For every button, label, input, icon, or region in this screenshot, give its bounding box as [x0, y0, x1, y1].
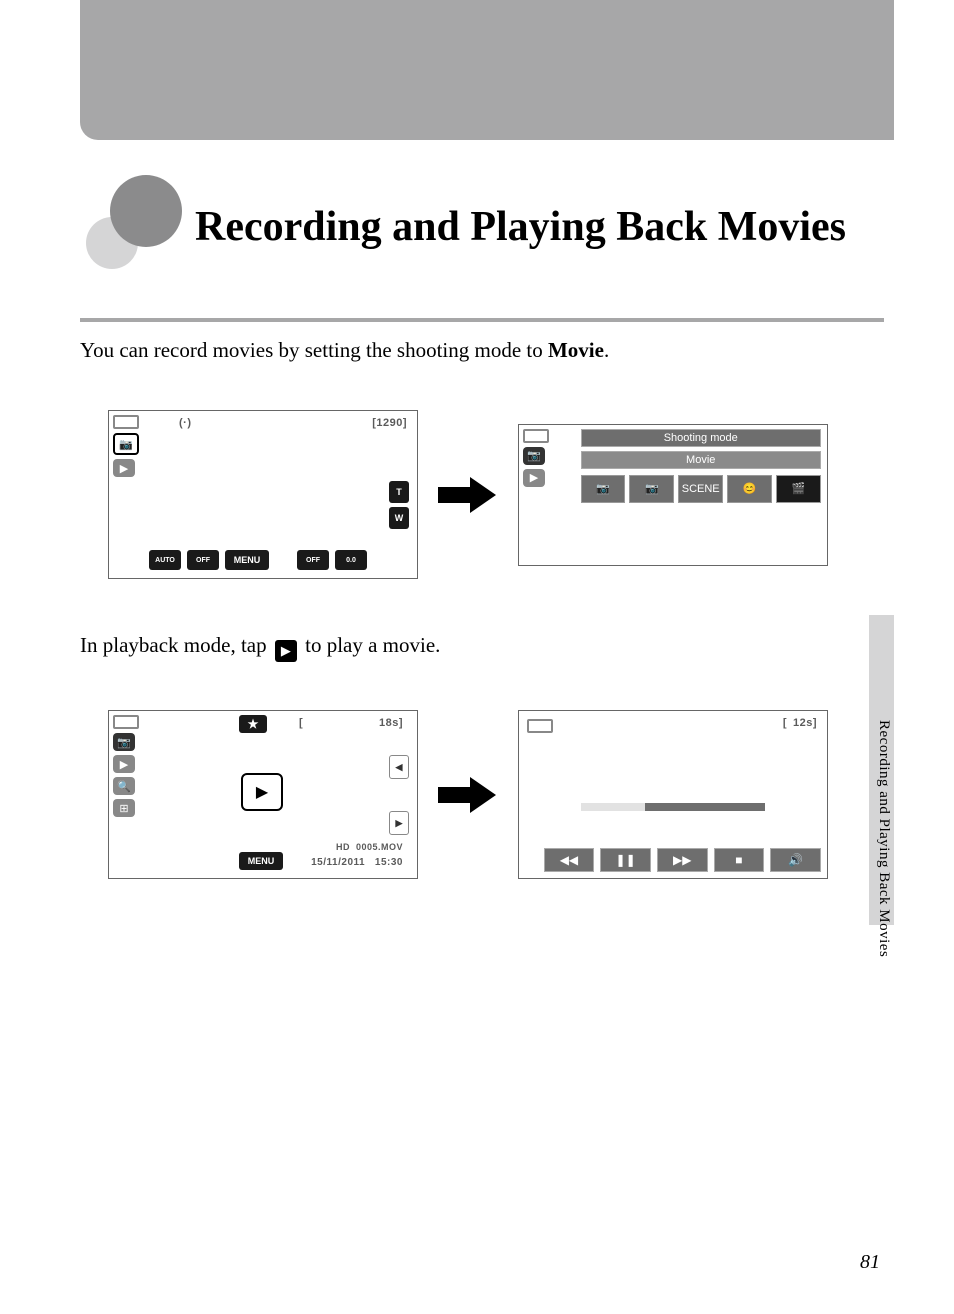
bracket-left: [ — [783, 717, 787, 729]
mode-option-row: 📷 📷 SCENE 😊 🎬 — [581, 475, 821, 503]
next-button[interactable]: ▶ — [389, 811, 409, 835]
prev-button[interactable]: ◀ — [389, 755, 409, 779]
playback-prefix: In playback mode, tap — [80, 633, 272, 657]
hd-label: HD 0005.MOV — [336, 842, 403, 852]
figure-row-2: 📷 ▶ 🔍 ⊞ ★ [ 18s] ▶ ◀ ▶ MENU HD 0005.MOV … — [108, 710, 828, 879]
chapter-title: Recording and Playing Back Movies — [195, 203, 846, 251]
page-number: 81 — [860, 1251, 880, 1274]
camera-icon[interactable]: 📷 — [113, 733, 135, 751]
mode-option-movie[interactable]: 🎬 — [776, 475, 821, 503]
stop-button[interactable]: ■ — [714, 848, 765, 872]
camera-screen-mode-select: 📷 ▶ Shooting mode Movie 📷 📷 SCENE 😊 🎬 — [518, 424, 828, 566]
battery-icon — [527, 719, 553, 733]
mode-icon[interactable]: 📷 — [523, 447, 545, 465]
intro-bold: Movie — [548, 338, 604, 362]
camera-screen-shooting: 📷 ▶ (·) [1290] T W AUTO OFF MENU OFF 0.0 — [108, 410, 418, 579]
playback-icon[interactable]: ▶ — [523, 469, 545, 487]
shooting-mode-header: Shooting mode — [581, 429, 821, 447]
playback-icon[interactable]: ▶ — [113, 459, 135, 477]
volume-button[interactable]: 🔊 — [770, 848, 821, 872]
progress-fill — [581, 803, 646, 811]
menu-button[interactable]: MENU — [225, 550, 269, 570]
counter: [1290] — [372, 417, 407, 429]
zoom-w-button[interactable]: W — [389, 507, 409, 529]
circle-icon-large — [110, 175, 182, 247]
side-label: Recording and Playing Back Movies — [872, 720, 892, 957]
battery-icon — [113, 715, 139, 729]
mode-option-smile[interactable]: 😊 — [727, 475, 772, 503]
camera-screen-playback-thumb: 📷 ▶ 🔍 ⊞ ★ [ 18s] ▶ ◀ ▶ MENU HD 0005.MOV … — [108, 710, 418, 879]
shooting-mode-label: Movie — [581, 451, 821, 469]
time-remaining: 12s] — [793, 717, 817, 729]
arrow-right-icon — [438, 475, 498, 515]
arrow-right-icon — [438, 775, 498, 815]
mode-icon[interactable]: 📷 — [113, 433, 139, 455]
mode-option-camera[interactable]: 📷 — [629, 475, 674, 503]
header-banner — [80, 0, 894, 140]
play-movie-button[interactable]: ▶ — [241, 773, 283, 811]
camera-screen-playback-playing: [ 12s] ◀◀ ❚❚ ▶▶ ■ 🔊 — [518, 710, 828, 879]
battery-icon — [523, 429, 549, 443]
time-remaining: 18s] — [379, 717, 403, 729]
playback-suffix: to play a movie. — [300, 633, 441, 657]
intro-prefix: You can record movies by setting the sho… — [80, 338, 548, 362]
ev-button[interactable]: 0.0 — [335, 550, 367, 570]
playback-controls: ◀◀ ❚❚ ▶▶ ■ 🔊 — [544, 848, 821, 872]
title-divider — [80, 318, 884, 322]
mode-option-auto[interactable]: 📷 — [581, 475, 626, 503]
macro-off-button[interactable]: OFF — [297, 550, 329, 570]
battery-icon — [113, 415, 139, 429]
playback-icon[interactable]: ▶ — [113, 755, 135, 773]
favorite-star[interactable]: ★ — [239, 715, 267, 733]
page: Recording and Playing Back Movies You ca… — [0, 0, 954, 1314]
progress-bar[interactable] — [581, 803, 766, 811]
thumb-icon[interactable]: ⊞ — [113, 799, 135, 817]
left-icon-column-2: 📷 ▶ — [523, 429, 549, 487]
left-icon-column-3: 📷 ▶ 🔍 ⊞ — [113, 715, 139, 817]
zoom-icon[interactable]: 🔍 — [113, 777, 135, 795]
bracket-left: [ — [299, 717, 303, 729]
flash-auto-button[interactable]: AUTO — [149, 550, 181, 570]
menu-button[interactable]: MENU — [239, 852, 283, 870]
play-icon: ▶ — [275, 640, 297, 662]
title-row: Recording and Playing Back Movies — [80, 175, 884, 280]
playback-text: In playback mode, tap ▶ to play a movie. — [80, 633, 884, 662]
date-time: 15/11/2011 15:30 — [311, 857, 403, 868]
pause-button[interactable]: ❚❚ — [600, 848, 651, 872]
af-icon: (·) — [179, 417, 192, 429]
intro-suffix: . — [604, 338, 609, 362]
rewind-button[interactable]: ◀◀ — [544, 848, 595, 872]
forward-button[interactable]: ▶▶ — [657, 848, 708, 872]
left-icon-column: 📷 ▶ — [113, 415, 139, 477]
chapter-icon — [80, 175, 185, 280]
intro-text: You can record movies by setting the sho… — [80, 338, 884, 363]
figure-row-1: 📷 ▶ (·) [1290] T W AUTO OFF MENU OFF 0.0… — [108, 410, 828, 579]
zoom-t-button[interactable]: T — [389, 481, 409, 503]
timer-off-button[interactable]: OFF — [187, 550, 219, 570]
mode-option-scene[interactable]: SCENE — [678, 475, 723, 503]
